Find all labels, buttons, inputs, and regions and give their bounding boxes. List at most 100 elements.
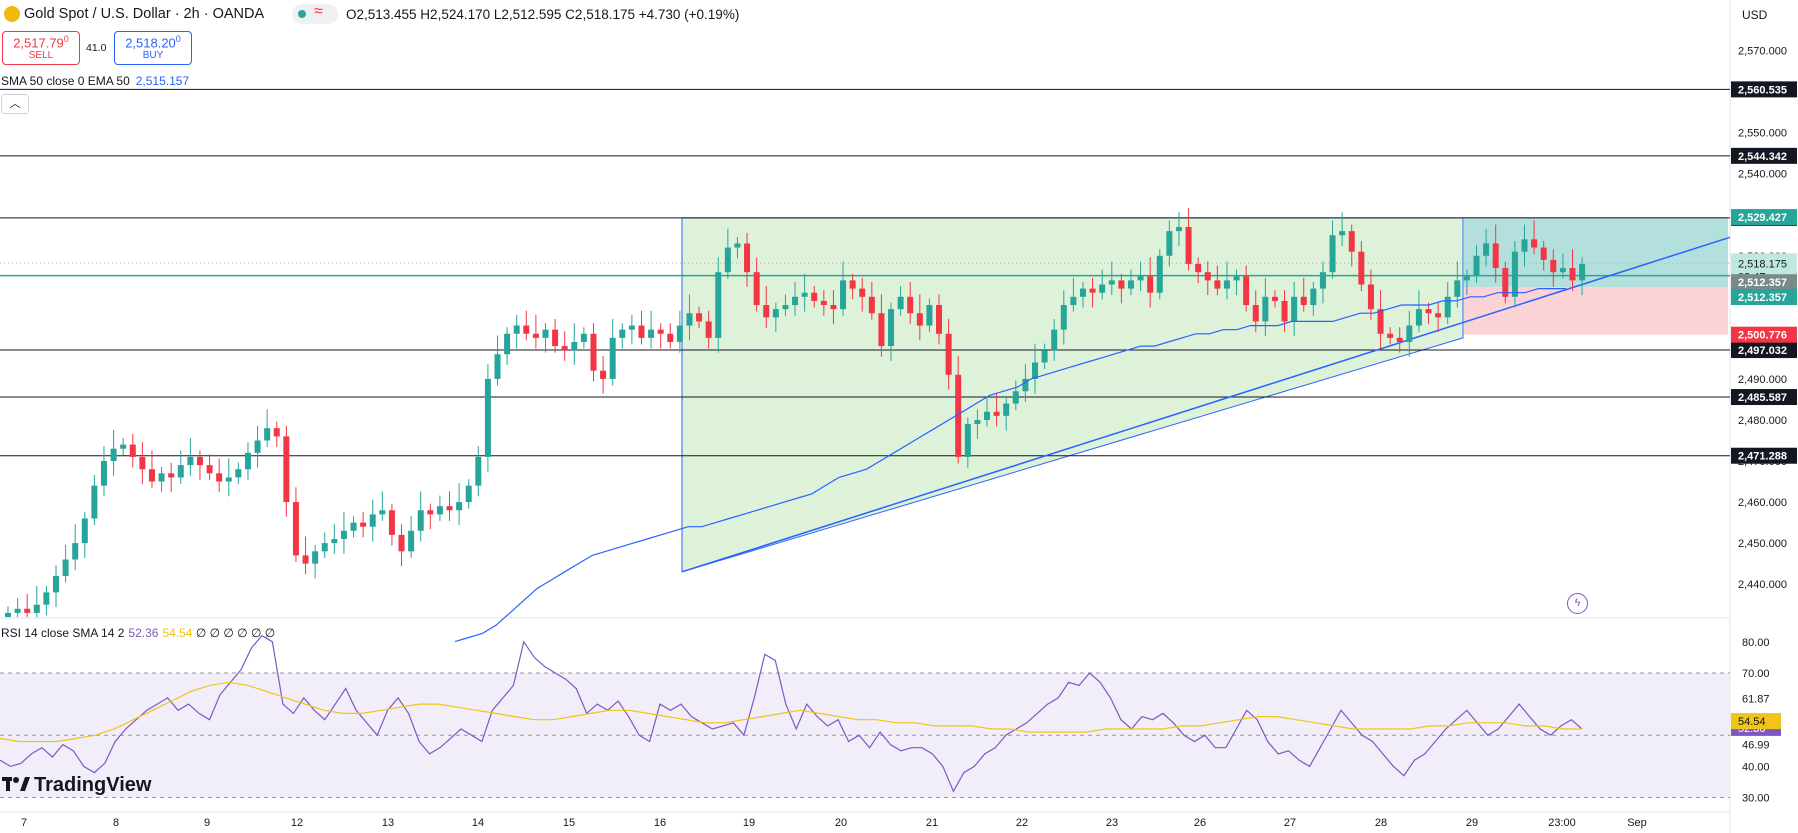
time-tick-label: 19 [743,817,755,829]
candle-body [1022,378,1029,392]
sell-button[interactable]: 2,517.790 SELL [2,31,80,65]
candle-body [379,510,386,515]
candle-body [1463,276,1470,281]
candle-body [936,305,943,334]
candle-body [772,309,779,318]
tradingview-logo-text: TradingView [34,774,152,796]
time-tick-label: 16 [654,817,666,829]
candle-body [897,296,904,310]
time-tick-label: 28 [1375,817,1387,829]
candle-body [139,456,146,470]
candle-body [724,247,731,273]
candle-body [945,333,952,375]
spread-value: 41.0 [86,42,107,54]
tradingview-logo-icon [2,777,30,791]
price-tick-label: 2,490.000 [1738,374,1787,386]
candle-body [1444,296,1451,318]
candle-body [984,411,991,420]
entry-badge-b-bg [1731,288,1797,305]
candle-body [1559,268,1566,273]
candle-body [43,592,50,605]
sma-50-line [454,288,1566,643]
indicator-legend-sma[interactable]: SMA 50 close 0 EMA 50 2,515.157 [1,74,189,88]
candle-body [1483,243,1490,256]
buy-button[interactable]: 2,518.200 BUY [114,31,192,65]
candle-body [1435,313,1442,318]
candle-body [1454,280,1461,297]
time-tick-label: 29 [1466,817,1478,829]
time-tick-label: 21 [926,817,938,829]
candle-body [168,473,175,478]
entry-badge-a: 2,512.357 [1738,277,1787,289]
time-tick-label: 26 [1194,817,1206,829]
buy-label: BUY [142,50,164,62]
candle-body [532,333,539,338]
wave-icon: ≈ [314,3,323,20]
market-status-pill[interactable] [292,4,338,24]
candle-body [1079,288,1086,297]
tradingview-logo[interactable]: TradingView [2,774,151,797]
candle-body [1108,280,1115,285]
candle-body [600,370,607,379]
candle-body [465,485,472,503]
candle-body [1511,251,1518,297]
currency-selector[interactable]: USD [1742,8,1768,22]
candle-body [792,296,799,306]
price-tick-label: 2,480.000 [1738,415,1787,427]
candle-body [360,522,367,527]
rsi-line [0,634,1583,793]
target-badge-bg [1731,209,1797,226]
candle-body [484,378,491,457]
candle-body [1291,296,1298,322]
candle-body [1185,227,1192,264]
rsi-label: RSI 14 close SMA 14 2 [1,626,125,640]
candle-body [283,436,290,503]
candle-body [1415,309,1422,326]
candle-body [110,448,117,462]
time-tick-label: 7 [21,817,27,829]
candle-body [1089,288,1096,293]
candle-body [1358,251,1365,285]
time-tick-label: 15 [563,817,575,829]
candle-body [753,272,760,306]
candle-body [811,292,818,301]
candle-body [1127,280,1134,289]
target-badge: 2,529.427 [1738,212,1787,224]
candle-body [1051,329,1058,351]
candle-body [676,325,683,342]
candle-body [1031,362,1038,379]
candle-body [820,300,827,306]
candle-body [158,473,165,482]
level-badge-5: 2,485.587 [1738,392,1787,404]
candle-body [840,280,847,310]
time-tick-label: 27 [1284,817,1296,829]
candle-body [446,506,453,511]
candle-body [475,456,482,486]
candle-body [5,612,11,617]
candle-body [1060,305,1067,330]
rsi-placeholders: ∅ ∅ ∅ ∅ ∅ ∅ [195,626,276,640]
candle-body [648,329,655,338]
candle-body [705,321,712,338]
indicator-legend-rsi[interactable]: RSI 14 close SMA 14 2 52.36 54.54 ∅ ∅ ∅ ∅ … [1,626,275,640]
candle-body [542,329,549,338]
symbol-title[interactable]: Gold Spot / U.S. Dollar · 2h · OANDA [24,6,265,22]
candle-body [830,305,837,310]
candle-body [696,313,703,322]
candle-body [235,469,242,478]
lightning-icon[interactable]: ϟ [1567,593,1588,614]
candle-body [321,543,328,552]
candle-body [225,477,232,482]
level-badge-6-bg [1731,447,1797,464]
time-tick-label: 22 [1016,817,1028,829]
collapse-legend-button[interactable]: ︿ [1,94,29,114]
price-tick-label: 2,450.000 [1738,538,1787,550]
candle-body [916,313,923,326]
level-badge-1: 2,544.342 [1738,151,1787,163]
candle-body [744,243,751,273]
candle-body [1531,239,1538,248]
candle-body [1195,263,1202,273]
candle-body [350,522,357,531]
candle-body [734,243,741,248]
